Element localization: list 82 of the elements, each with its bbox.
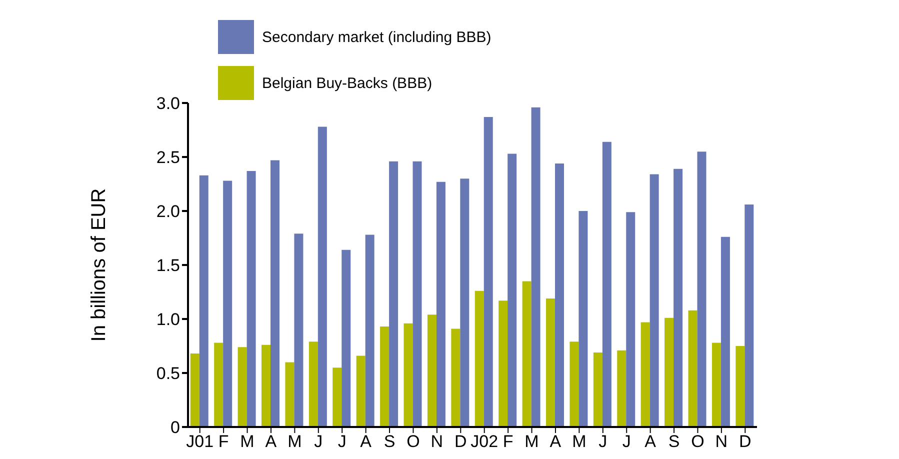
- bar: [578, 211, 588, 427]
- bar: [238, 347, 247, 427]
- bar: [332, 368, 342, 427]
- bar: [508, 154, 517, 427]
- bar: [546, 298, 555, 427]
- bar: [744, 204, 754, 427]
- bar: [318, 126, 327, 427]
- bar: [531, 107, 540, 427]
- bar: [270, 160, 280, 427]
- x-tick-label: N: [715, 432, 728, 452]
- x-tick-label: M: [240, 432, 254, 452]
- legend-label: Belgian Buy-Backs (BBB): [262, 74, 432, 92]
- x-tick-label: A: [644, 432, 657, 452]
- bar: [664, 318, 674, 427]
- bar: [474, 290, 484, 427]
- bar: [697, 152, 706, 427]
- bar: [404, 323, 413, 427]
- x-tick-label: J01: [186, 432, 214, 452]
- x-tick-label: J02: [470, 432, 498, 452]
- x-tick-label: O: [406, 432, 420, 452]
- bar: [261, 344, 270, 427]
- bar: [294, 234, 304, 427]
- y-axis-title: In billions of EUR: [88, 188, 110, 342]
- y-tick-label: 1.5: [156, 256, 180, 276]
- bar: [436, 182, 446, 427]
- bar: [617, 350, 626, 427]
- bar: [602, 142, 612, 427]
- bar: [674, 168, 683, 427]
- y-tick-label: 2.0: [156, 202, 180, 222]
- bar: [522, 281, 532, 427]
- x-tick-label: D: [454, 432, 467, 452]
- bar: [498, 300, 508, 427]
- bar: [427, 314, 436, 427]
- bar: [246, 171, 256, 427]
- x-tick-label: A: [360, 432, 372, 452]
- x-tick-label: N: [430, 432, 444, 452]
- y-tick-label: 1.0: [156, 310, 180, 330]
- bar: [451, 328, 460, 427]
- bar: [389, 161, 398, 427]
- bar: [720, 236, 730, 427]
- x-tick-label: J: [598, 432, 608, 452]
- x-tick-label: S: [384, 432, 396, 452]
- bar: [626, 212, 636, 427]
- bar: [365, 234, 374, 427]
- bar: [223, 180, 232, 427]
- bar: [650, 174, 659, 427]
- bar: [199, 175, 208, 427]
- bar: [380, 326, 390, 427]
- x-tick-label: M: [524, 432, 539, 452]
- bar: [570, 342, 579, 427]
- bar: [593, 352, 602, 427]
- bar: [712, 342, 721, 427]
- x-tick-label: J: [622, 432, 631, 452]
- y-tick-label: 0.5: [156, 364, 180, 384]
- x-tick-label: M: [288, 432, 302, 452]
- x-tick-label: F: [218, 432, 229, 452]
- x-tick-label: F: [502, 432, 514, 452]
- x-tick-label: S: [668, 432, 680, 452]
- bar: [190, 354, 200, 427]
- bar: [214, 342, 224, 427]
- bar: [342, 250, 351, 427]
- bar: [356, 356, 366, 427]
- x-tick-label: A: [550, 432, 562, 452]
- bar: [412, 161, 422, 427]
- x-tick-label: J: [314, 432, 323, 452]
- bar: [688, 310, 698, 427]
- bar: [285, 362, 294, 427]
- bar: [460, 178, 470, 427]
- bar: [736, 346, 745, 427]
- x-tick-label: M: [572, 432, 586, 452]
- x-tick-label: A: [265, 432, 278, 452]
- y-tick-label: 0: [170, 418, 180, 438]
- bar: [484, 117, 493, 427]
- bar: [640, 322, 650, 427]
- bar: [554, 163, 564, 427]
- bar: [308, 342, 318, 427]
- legend-label: Secondary market (including BBB): [262, 28, 492, 46]
- x-tick-label: O: [691, 432, 704, 452]
- x-tick-label: J: [338, 432, 346, 452]
- x-tick-label: D: [739, 432, 752, 452]
- y-tick-label: 3.0: [156, 94, 180, 114]
- y-tick-label: 2.5: [156, 148, 180, 168]
